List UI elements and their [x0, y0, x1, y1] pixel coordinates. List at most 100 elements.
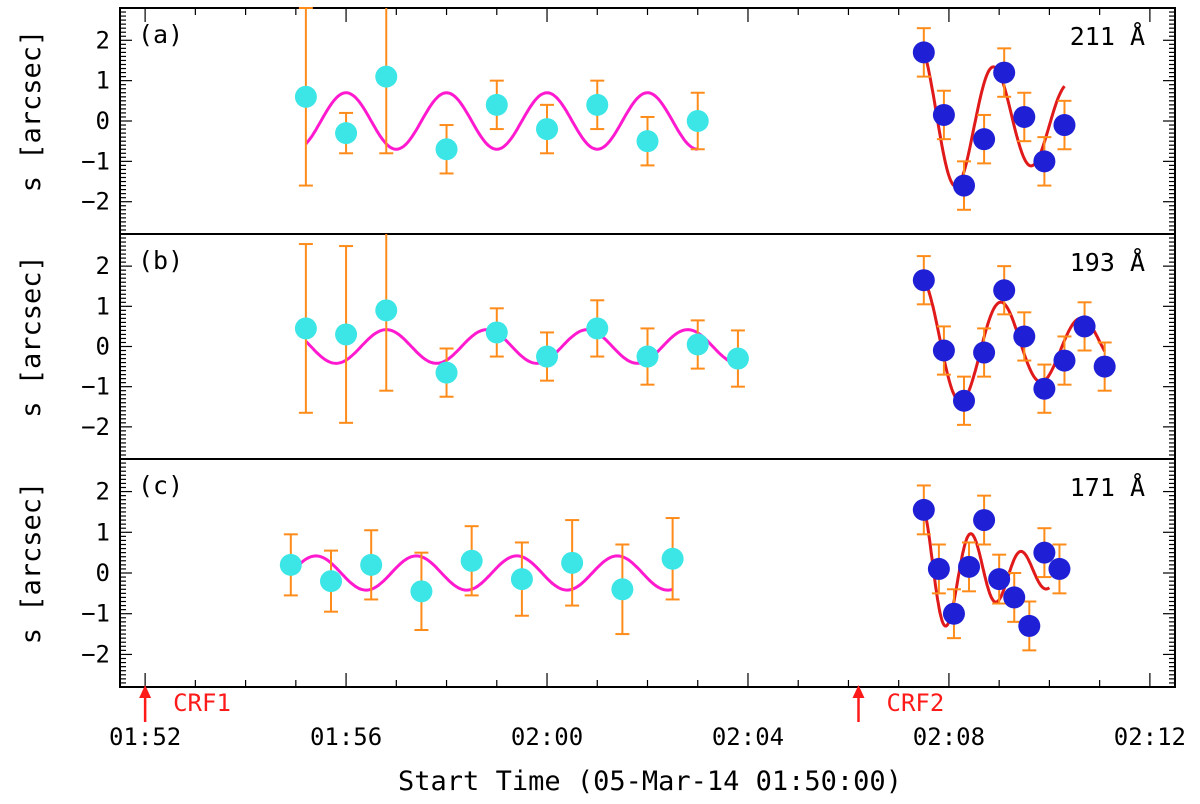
data-point-blue — [973, 128, 996, 151]
data-point-blue — [1033, 541, 1056, 564]
y-tick-label: 1 — [96, 292, 110, 320]
wavelength-label: 193 Å — [1070, 248, 1145, 277]
y-tick-label: 1 — [96, 518, 110, 546]
x-axis-layer: 01:52 01:56 02:00 02:04 02:08 02:12 CRF1 CRF2 — [109, 8, 1186, 751]
data-point-cyan — [485, 93, 508, 116]
y-tick-label: −1 — [81, 373, 110, 401]
wavelength-label: 211 Å — [1070, 22, 1145, 51]
data-point-blue — [1048, 557, 1071, 580]
data-point-blue — [942, 602, 965, 625]
data-point-cyan — [360, 553, 383, 576]
y-tick-label: 2 — [96, 252, 110, 280]
data-point-blue — [927, 557, 950, 580]
crf-marker: CRF1 — [139, 685, 231, 722]
data-point-blue — [993, 279, 1016, 302]
data-point-cyan — [375, 299, 398, 322]
y-tick-label: −2 — [81, 188, 110, 216]
data-point-blue — [958, 555, 981, 578]
x-tick-label: 02:08 — [913, 723, 985, 751]
y-tick-label: 2 — [96, 478, 110, 506]
y-axis-title: s [arcsec] — [16, 30, 47, 193]
data-point-blue — [1013, 325, 1036, 348]
data-point-cyan — [375, 65, 398, 88]
data-point-blue — [993, 61, 1016, 84]
data-point-blue — [1033, 377, 1056, 400]
data-point-cyan — [294, 317, 317, 340]
data-point-blue — [932, 103, 955, 126]
data-point-blue — [1013, 105, 1036, 128]
x-tick-label: 01:52 — [109, 723, 181, 751]
data-point-cyan — [686, 110, 709, 132]
y-tick-label: −2 — [81, 640, 110, 668]
data-point-cyan — [279, 553, 302, 576]
data-point-blue — [932, 339, 955, 362]
panel-c: −2 −1 0 1 2 s [arcsec] (c) 171 Å — [16, 458, 1176, 688]
x-tick-label: 02:12 — [1114, 723, 1186, 751]
x-tick-label: 01:56 — [310, 723, 382, 751]
data-point-cyan — [686, 333, 709, 356]
x-tick-label: 02:04 — [712, 723, 784, 751]
wavelength-label: 171 Å — [1070, 473, 1145, 502]
crf-label: CRF2 — [887, 689, 945, 717]
panel-letter: (a) — [138, 20, 183, 49]
y-tick-label: 0 — [96, 333, 110, 361]
data-point-blue — [1073, 315, 1096, 338]
data-point-blue — [1053, 114, 1076, 137]
y-tick-label: 0 — [96, 107, 110, 135]
data-point-cyan — [661, 547, 684, 570]
data-point-cyan — [485, 321, 508, 344]
data-point-cyan — [410, 580, 433, 603]
fit-curve-cyan — [289, 554, 673, 592]
data-point-cyan — [561, 551, 584, 574]
data-point-blue — [988, 568, 1011, 591]
y-axis-title: s [arcsec] — [16, 255, 47, 418]
fit-curve-cyan — [304, 91, 698, 151]
y-tick-label: 1 — [96, 67, 110, 95]
y-axis-title: s [arcsec] — [16, 482, 47, 645]
data-point-cyan — [294, 85, 317, 108]
data-point-blue — [1093, 355, 1116, 378]
panels-layer: −2 −1 0 1 2 s [arcsec] (a) 211 Å −2 −1 0 1 2 s [arcse… — [16, 7, 1176, 688]
crf-arrow-head — [139, 685, 152, 698]
data-point-cyan — [536, 118, 559, 141]
data-point-cyan — [460, 549, 483, 572]
data-point-cyan — [726, 347, 749, 370]
data-point-cyan — [435, 138, 458, 161]
data-point-blue — [953, 389, 975, 412]
data-point-blue — [973, 509, 996, 532]
data-point-cyan — [335, 122, 358, 145]
data-point-cyan — [636, 130, 659, 153]
data-point-blue — [912, 498, 935, 521]
y-tick-label: 0 — [96, 559, 110, 587]
data-point-cyan — [335, 323, 358, 346]
fit-curve-blue — [922, 278, 1107, 404]
crf-arrow-head — [852, 685, 865, 698]
data-point-blue — [973, 341, 996, 364]
crf-marker: CRF2 — [852, 685, 945, 722]
data-point-cyan — [510, 568, 533, 591]
data-point-blue — [1003, 586, 1026, 609]
y-tick-label: −1 — [81, 147, 110, 175]
y-tick-label: −2 — [81, 413, 110, 441]
data-point-cyan — [611, 578, 634, 601]
data-point-blue — [912, 269, 935, 292]
data-point-cyan — [435, 361, 458, 384]
data-point-cyan — [636, 345, 659, 368]
x-axis-title: Start Time (05-Mar-14 01:50:00) — [398, 766, 902, 797]
data-point-blue — [953, 174, 975, 197]
panel-b: −2 −1 0 1 2 s [arcsec] (b) 193 Å — [16, 233, 1176, 460]
y-tick-label: 2 — [96, 26, 110, 54]
y-tick-label: −1 — [81, 600, 110, 628]
panel-letter: (b) — [138, 246, 183, 275]
data-point-cyan — [586, 317, 609, 340]
data-point-blue — [1018, 614, 1041, 637]
data-point-cyan — [586, 93, 609, 116]
data-point-blue — [1033, 150, 1056, 173]
data-point-cyan — [320, 570, 342, 593]
data-point-cyan — [536, 345, 559, 368]
fit-curve-cyan — [304, 328, 739, 365]
crf-label: CRF1 — [173, 689, 231, 717]
fit-curve-blue — [922, 506, 1051, 628]
